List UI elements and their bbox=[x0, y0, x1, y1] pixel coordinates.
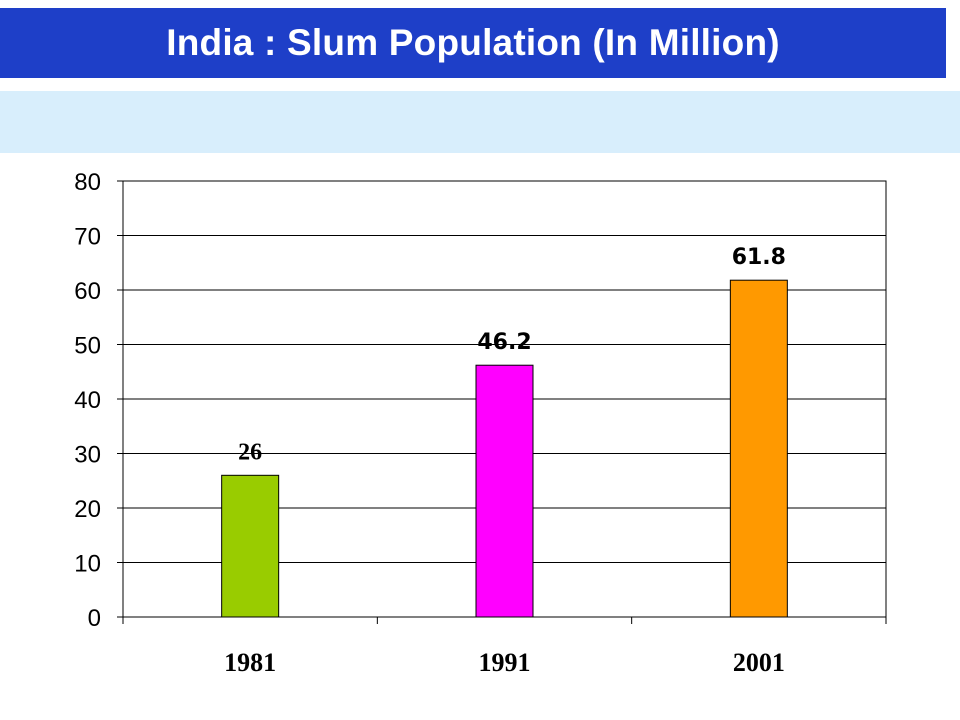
y-tick-label: 30 bbox=[74, 442, 101, 469]
y-tick-label: 10 bbox=[74, 551, 101, 578]
bar-2001 bbox=[729, 279, 788, 618]
x-tick-label-1991: 1991 bbox=[479, 648, 531, 677]
y-tick-label: 80 bbox=[74, 169, 101, 196]
data-label-1991: 46.2 bbox=[477, 330, 531, 355]
y-tick-label: 40 bbox=[74, 387, 101, 414]
y-tick-label: 50 bbox=[74, 333, 101, 360]
x-tick-label-1981: 1981 bbox=[224, 648, 276, 677]
data-label-2001: 61.8 bbox=[732, 245, 786, 270]
page-title: India : Slum Population (In Million) bbox=[166, 22, 780, 63]
title-bar: India : Slum Population (In Million) bbox=[0, 8, 946, 78]
x-tick-label-2001: 2001 bbox=[733, 648, 785, 677]
y-tick-label: 0 bbox=[88, 605, 101, 632]
subtitle-band bbox=[0, 91, 960, 153]
y-tick-label: 60 bbox=[74, 278, 101, 305]
bar-1991 bbox=[475, 364, 534, 618]
bar-1981 bbox=[221, 474, 280, 618]
y-tick-label: 20 bbox=[74, 496, 101, 523]
y-tick-label: 70 bbox=[74, 224, 101, 251]
data-label-1981: 26 bbox=[238, 439, 262, 465]
